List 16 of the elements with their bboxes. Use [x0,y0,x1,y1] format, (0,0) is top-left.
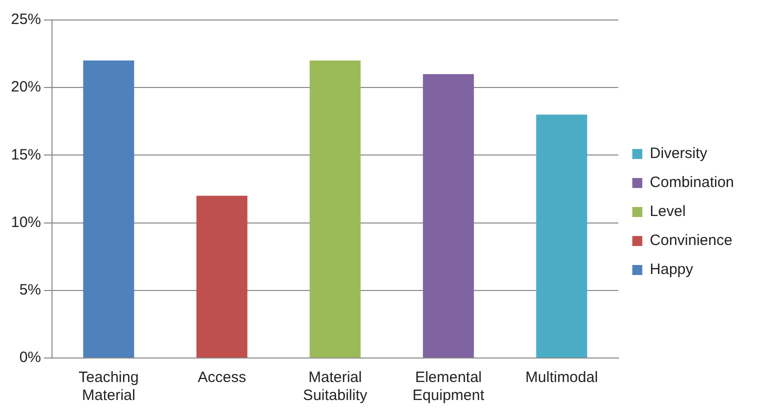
x-tick-label: Elemental Equipment [412,369,486,404]
y-tick-label: 25% [10,11,42,28]
legend-label: Combination [650,174,734,192]
legend-label: Happy [650,261,694,278]
x-tick-label: Access [198,369,246,386]
legend-label: Convinience [650,232,732,250]
y-tick-label: 10% [10,214,42,231]
x-tick-label: Multimodal [525,369,598,386]
y-tick-label: 5% [19,282,42,299]
legend-label: Diversity [650,145,708,162]
y-tick-label: 0% [19,349,42,366]
x-tick-label: Teaching Material [78,369,139,404]
legend-label: Level [650,203,686,220]
y-tick-label: 20% [10,78,42,96]
x-tick-label: Material Suitability [303,369,368,404]
y-tick-label: 15% [10,146,42,164]
